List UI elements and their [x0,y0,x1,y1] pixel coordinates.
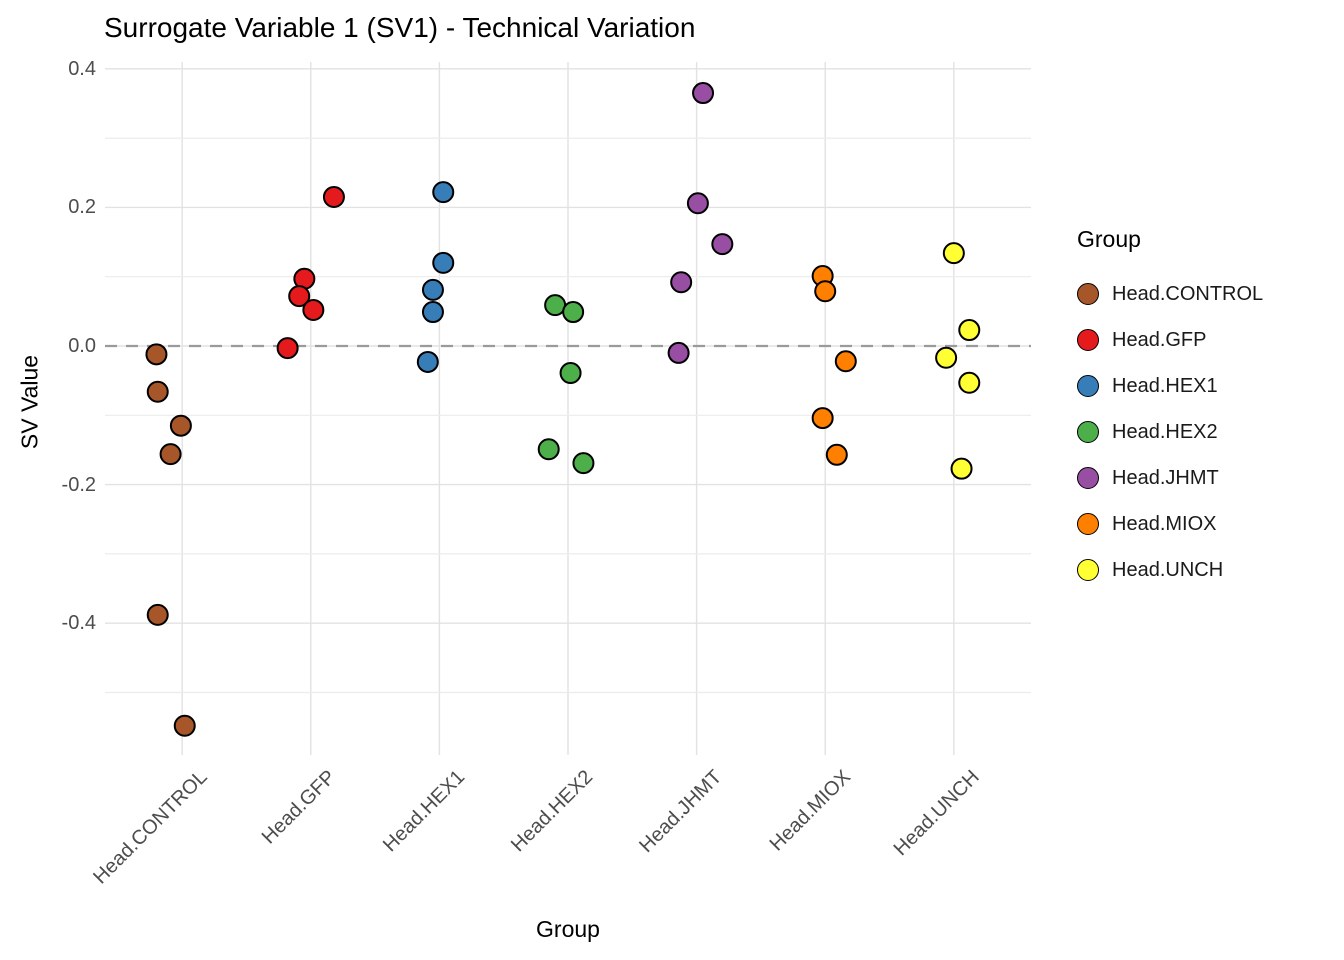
legend-item-head-unch: Head.UNCH [1077,547,1263,593]
data-point [145,343,168,366]
legend-swatch-icon [1077,421,1099,443]
data-point [958,319,981,342]
data-point [667,341,690,364]
data-point [146,603,169,626]
y-tick-label: 0.0 [68,335,96,357]
data-point [288,285,311,308]
data-point [692,82,715,105]
data-point [169,414,192,437]
legend-label: Head.GFP [1112,328,1207,351]
data-point [958,371,981,394]
data-point [572,452,595,475]
data-point [146,380,169,403]
legend-item-head-hex1: Head.HEX1 [1077,363,1263,409]
legend-swatch-icon [1077,559,1099,581]
data-point [544,294,567,317]
data-point [537,438,560,461]
legend-label: Head.UNCH [1112,558,1224,581]
legend-swatch-icon [1077,283,1099,305]
data-point [825,443,848,466]
legend-item-head-hex2: Head.HEX2 [1077,409,1263,455]
data-point [421,278,444,301]
chart-title: Surrogate Variable 1 (SV1) - Technical V… [104,12,696,43]
data-point [432,181,455,204]
legend-swatch-icon [1077,467,1099,489]
y-tick-label: -0.4 [61,612,96,635]
x-axis-title: Group [536,916,600,942]
legend-label: Head.JHMT [1112,466,1219,489]
data-point [711,233,734,256]
legend-swatch-icon [1077,329,1099,351]
data-point [935,346,958,369]
legend: Group Head.CONTROL Head.GFP Head.HEX1 He… [1077,226,1263,593]
data-point [950,457,973,480]
data-point [670,271,693,294]
legend-item-head-control: Head.CONTROL [1077,271,1263,317]
data-point [811,407,834,430]
data-point [416,350,439,373]
legend-item-head-gfp: Head.GFP [1077,317,1263,363]
data-point [814,280,837,303]
legend-label: Head.CONTROL [1112,282,1264,305]
legend-label: Head.HEX2 [1112,420,1218,443]
data-point [173,714,196,737]
data-point [322,186,345,209]
data-point [276,337,299,360]
data-point [942,242,965,265]
data-point [432,251,455,274]
data-point [302,298,325,321]
legend-title: Group [1077,226,1141,252]
legend-item-head-miox: Head.MIOX [1077,501,1263,547]
data-point [562,301,585,324]
data-point [834,350,857,373]
legend-label: Head.MIOX [1112,512,1217,535]
legend-label: Head.HEX1 [1112,374,1218,397]
data-point [559,362,582,385]
legend-rows: Head.CONTROL Head.GFP Head.HEX1 Head.HEX… [1077,271,1263,593]
y-tick-label: -0.2 [61,473,96,496]
data-point [421,301,444,324]
y-tick-label: 0.4 [68,57,96,80]
legend-swatch-icon [1077,513,1099,535]
y-tick-label: 0.2 [68,196,96,219]
data-point [686,192,709,215]
legend-item-head-jhmt: Head.JHMT [1077,455,1263,501]
data-point [159,443,182,466]
legend-swatch-icon [1077,375,1099,397]
